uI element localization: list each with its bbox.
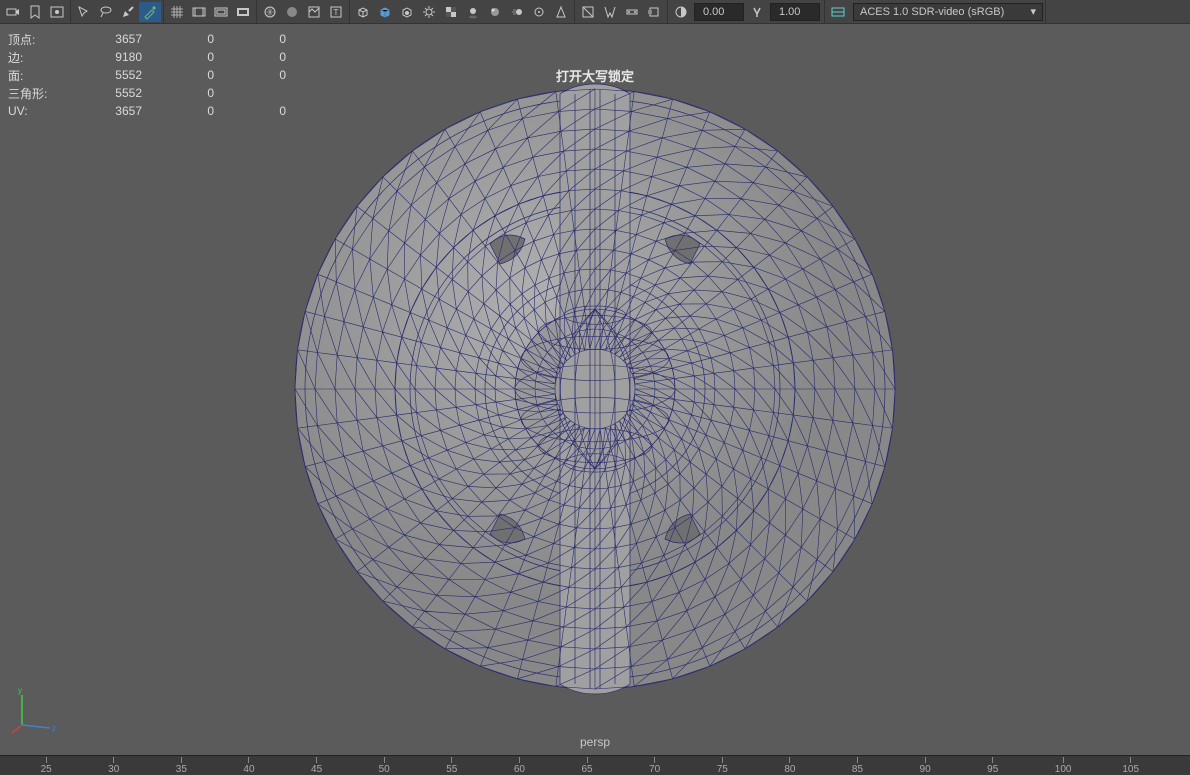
dof-icon[interactable]: [550, 2, 572, 22]
colorspace-label: ACES 1.0 SDR-video (sRGB): [860, 6, 1004, 18]
fog-icon[interactable]: [528, 2, 550, 22]
timeline-tick: 70: [649, 757, 660, 775]
lighting-icon[interactable]: [418, 2, 440, 22]
viewport-toolbar: T ACES 1.0 SDR-video (sRGB) ▾: [0, 0, 1190, 24]
timeline-tick: 25: [41, 757, 52, 775]
ao-icon[interactable]: [484, 2, 506, 22]
exposure-icon[interactable]: [670, 2, 692, 22]
checker-icon[interactable]: [440, 2, 462, 22]
stat-label: 三角形:: [8, 85, 70, 102]
view-axis-gizmo: y z: [12, 685, 62, 735]
timeline-tick: 55: [446, 757, 457, 775]
textured-cube-icon[interactable]: [396, 2, 418, 22]
select-camera-icon[interactable]: [2, 2, 24, 22]
timeline[interactable]: 253035404550556065707580859095100105110: [0, 755, 1190, 775]
isolate-icon[interactable]: [577, 2, 599, 22]
shaded-icon[interactable]: [281, 2, 303, 22]
svg-text:T: T: [334, 8, 339, 17]
xray-icon[interactable]: [599, 2, 621, 22]
grid-icon[interactable]: [166, 2, 188, 22]
view-transform-icon[interactable]: [827, 2, 849, 22]
shadows-icon[interactable]: [462, 2, 484, 22]
camera-label: persp: [580, 735, 610, 749]
timeline-tick: 80: [784, 757, 795, 775]
timeline-tick: 40: [243, 757, 254, 775]
stat-label: 边:: [8, 49, 70, 66]
motion-blur-icon[interactable]: [506, 2, 528, 22]
textured-icon[interactable]: [303, 2, 325, 22]
use-lights-icon[interactable]: T: [325, 2, 347, 22]
timeline-tick: 50: [379, 757, 390, 775]
timeline-tick: 45: [311, 757, 322, 775]
timeline-tick: 60: [514, 757, 525, 775]
colorspace-dropdown[interactable]: ACES 1.0 SDR-video (sRGB) ▾: [853, 3, 1043, 21]
timeline-tick: 105: [1122, 757, 1139, 775]
timeline-tick: 30: [108, 757, 119, 775]
wireframe-model: [270, 64, 920, 714]
select-tool-icon[interactable]: [73, 2, 95, 22]
viewport[interactable]: 顶点:365700 边:918000 面:555200 三角形:55520 UV…: [0, 24, 1190, 755]
xray-joints-icon[interactable]: [621, 2, 643, 22]
gamma-icon[interactable]: [746, 2, 768, 22]
wireframe-cube-icon[interactable]: [352, 2, 374, 22]
gate-mask-icon[interactable]: [232, 2, 254, 22]
wireframe-shaded-icon[interactable]: [259, 2, 281, 22]
poly-stats-hud: 顶点:365700 边:918000 面:555200 三角形:55520 UV…: [8, 30, 286, 120]
timeline-tick: 100: [1055, 757, 1072, 775]
stat-label: UV:: [8, 104, 70, 118]
render-icon[interactable]: [46, 2, 68, 22]
timeline-tick: 90: [920, 757, 931, 775]
resolution-gate-icon[interactable]: [210, 2, 232, 22]
timeline-tick: 75: [717, 757, 728, 775]
gamma-field[interactable]: [770, 3, 820, 21]
lasso-tool-icon[interactable]: [95, 2, 117, 22]
exposure-field[interactable]: [694, 3, 744, 21]
stat-label: 顶点:: [8, 31, 70, 48]
timeline-tick: 85: [852, 757, 863, 775]
timeline-tick: 95: [987, 757, 998, 775]
paint-tool-icon[interactable]: [117, 2, 139, 22]
timeline-tick: 65: [581, 757, 592, 775]
tweak-tool-icon[interactable]: [139, 2, 161, 22]
stat-label: 面:: [8, 67, 70, 84]
timeline-tick: 35: [176, 757, 187, 775]
svg-text:z: z: [52, 724, 56, 733]
svg-text:y: y: [18, 686, 22, 695]
xray-active-icon[interactable]: [643, 2, 665, 22]
bookmark-icon[interactable]: [24, 2, 46, 22]
film-gate-icon[interactable]: [188, 2, 210, 22]
shaded-cube-icon[interactable]: [374, 2, 396, 22]
